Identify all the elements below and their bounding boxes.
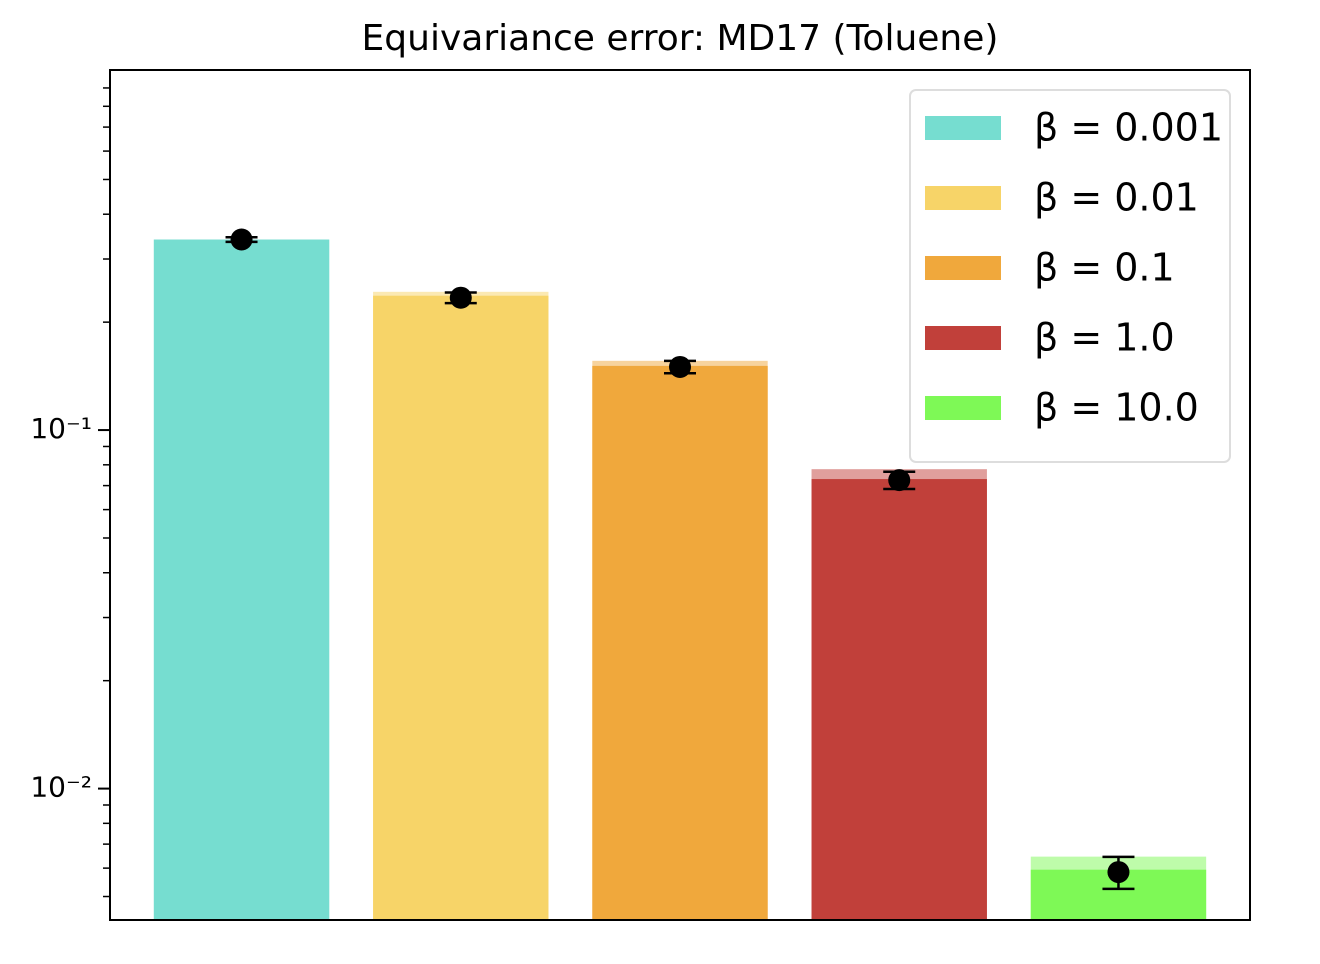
legend-swatch <box>925 186 1001 210</box>
legend-swatch <box>925 256 1001 280</box>
legend-label: β = 10.0 <box>1034 386 1199 430</box>
legend-swatch <box>925 396 1001 420</box>
point <box>669 355 691 378</box>
y-tick-label: 10⁻¹ <box>30 412 92 445</box>
bar <box>373 295 549 921</box>
legend-swatch <box>925 116 1001 140</box>
point <box>888 469 911 492</box>
plot-frame <box>109 69 1251 921</box>
bar <box>153 239 330 921</box>
legend-label: β = 0.001 <box>1034 106 1223 150</box>
bar <box>811 479 987 920</box>
legend-label: β = 0.01 <box>1034 176 1199 220</box>
y-tick-label: 10⁻² <box>30 771 92 804</box>
legend-label: β = 0.1 <box>1034 246 1175 290</box>
legend-swatch <box>925 326 1001 350</box>
legend-box <box>909 89 1231 463</box>
legend-label: β = 1.0 <box>1034 316 1175 360</box>
point <box>1107 861 1130 884</box>
point <box>230 228 253 251</box>
point <box>449 286 472 309</box>
chart-title: Equivariance error: MD17 (Toluene) <box>362 18 999 59</box>
bar <box>592 365 768 921</box>
